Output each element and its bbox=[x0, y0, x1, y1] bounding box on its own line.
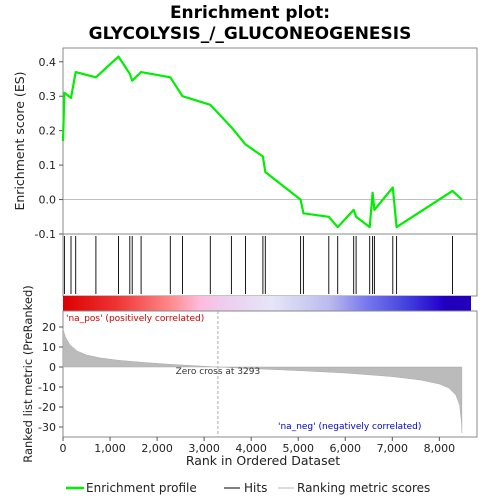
es-ytick-label: 0.1 bbox=[39, 159, 57, 172]
metric-ytick-label: 10 bbox=[42, 341, 56, 354]
metric-ytick-label: -10 bbox=[38, 381, 56, 394]
legend-enrichment-label: Enrichment profile bbox=[86, 481, 197, 495]
metric-xlabel: Rank in Ordered Dataset bbox=[186, 453, 340, 468]
es-panel-frame bbox=[62, 47, 478, 235]
legend-metric-label: Ranking metric scores bbox=[297, 481, 430, 495]
enrichment-profile-line bbox=[61, 55, 463, 229]
es-ytick-label: 0.4 bbox=[39, 56, 57, 69]
ranking-metric-area bbox=[62, 328, 463, 434]
legend: Enrichment profile Hits Ranking metric s… bbox=[0, 475, 500, 500]
metric-xtick-label: 1,000 bbox=[94, 442, 126, 455]
metric-xtick-label: 2,000 bbox=[141, 442, 173, 455]
es-ytick-label: 0.3 bbox=[39, 90, 57, 103]
metric-xtick-label: 8,000 bbox=[424, 442, 456, 455]
es-ylabel: Enrichment score (ES) bbox=[12, 71, 27, 210]
ranking-heat-band-end bbox=[443, 296, 471, 311]
chart-title-line2: GLYCOLYSIS_/_GLUCONEOGENESIS bbox=[89, 24, 412, 44]
metric-ylabel: Ranked list metric (PreRanked) bbox=[21, 285, 35, 463]
metric-xtick-label: 5,000 bbox=[282, 442, 314, 455]
es-ytick-label: -0.1 bbox=[35, 228, 56, 241]
metric-ytick-label: 0 bbox=[49, 361, 56, 374]
hits-panel-frame bbox=[62, 233, 478, 297]
negative-correlation-label: 'na_neg' (negatively correlated) bbox=[278, 422, 421, 432]
positive-correlation-label: 'na_pos' (positively correlated) bbox=[66, 314, 204, 324]
metric-xtick-label: 0 bbox=[60, 442, 67, 455]
zero-cross-label: Zero cross at 3293 bbox=[176, 367, 261, 377]
es-ytick-label: 0.0 bbox=[39, 194, 57, 207]
metric-ytick-label: -30 bbox=[38, 421, 56, 434]
chart-title-line1: Enrichment plot: bbox=[170, 3, 330, 23]
metric-ytick-label: 20 bbox=[42, 321, 56, 334]
es-panel: 0.4 0.3 0.2 0.1 0.0 -0.1 Enrichment score (ES… bbox=[12, 47, 478, 241]
ranking-heat-band bbox=[63, 296, 443, 311]
hits-panel bbox=[62, 233, 478, 297]
metric-xtick-label: 6,000 bbox=[330, 442, 362, 455]
metric-xtick-label: 7,000 bbox=[377, 442, 409, 455]
legend-hits-label: Hits bbox=[244, 481, 267, 495]
metric-xtick-label: 3,000 bbox=[188, 442, 220, 455]
ranking-metric-panel: 20 10 0 -10 -20 -30 0 1,000 2,000 3,000 4,000 5,00… bbox=[21, 285, 478, 468]
metric-xtick-label: 4,000 bbox=[235, 442, 267, 455]
es-ytick-label: 0.2 bbox=[39, 125, 57, 138]
metric-ytick-label: -20 bbox=[38, 401, 56, 414]
